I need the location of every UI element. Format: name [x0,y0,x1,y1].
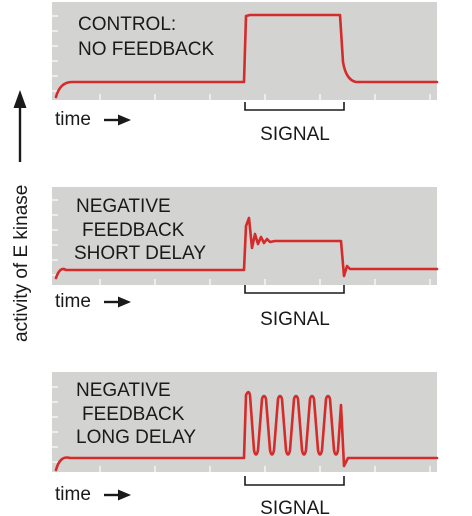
signal-label: SIGNAL [260,498,330,516]
panel-label-line-2: FEEDBACK [82,220,185,241]
signal-bracket [244,102,345,111]
panel-long-delay: NEGATIVE FEEDBACK LONG DELAY time SIGNAL [52,372,439,516]
y-axis: activity of E kinase [11,90,32,342]
activity-trace [54,216,439,280]
activity-trace [54,13,439,99]
y-axis-arrow-head [13,90,27,108]
signal-label: SIGNAL [260,309,330,330]
time-label: time [55,109,91,130]
panel-label-line-1: NEGATIVE [76,196,171,217]
signal-label: SIGNAL [260,124,330,145]
time-arrow-head [118,489,131,501]
panel-label-line-1: NEGATIVE [76,380,171,401]
time-label: time [55,484,91,505]
panel-label-line-3: SHORT DELAY [74,243,206,264]
signal-bracket [244,476,345,486]
panel-ticks [52,199,431,285]
time-arrow-head [118,114,131,126]
signal-bracket [244,285,345,294]
panel-ticks [52,15,431,100]
panel-short-delay: NEGATIVE FEEDBACK SHORT DELAY time SIGNA… [52,187,439,330]
panel-label-line-1: CONTROL: [78,14,176,35]
time-arrow-head [118,296,131,308]
panel-label-line-2: FEEDBACK [82,404,185,425]
activity-trace [54,390,439,472]
y-axis-label: activity of E kinase [11,185,32,342]
panel-control: CONTROL: NO FEEDBACK time SIGNAL [52,2,439,145]
panel-ticks [52,386,431,472]
time-label: time [55,291,91,312]
panel-label-line-3: LONG DELAY [76,427,196,448]
panel-label-line-2: NO FEEDBACK [78,39,215,60]
